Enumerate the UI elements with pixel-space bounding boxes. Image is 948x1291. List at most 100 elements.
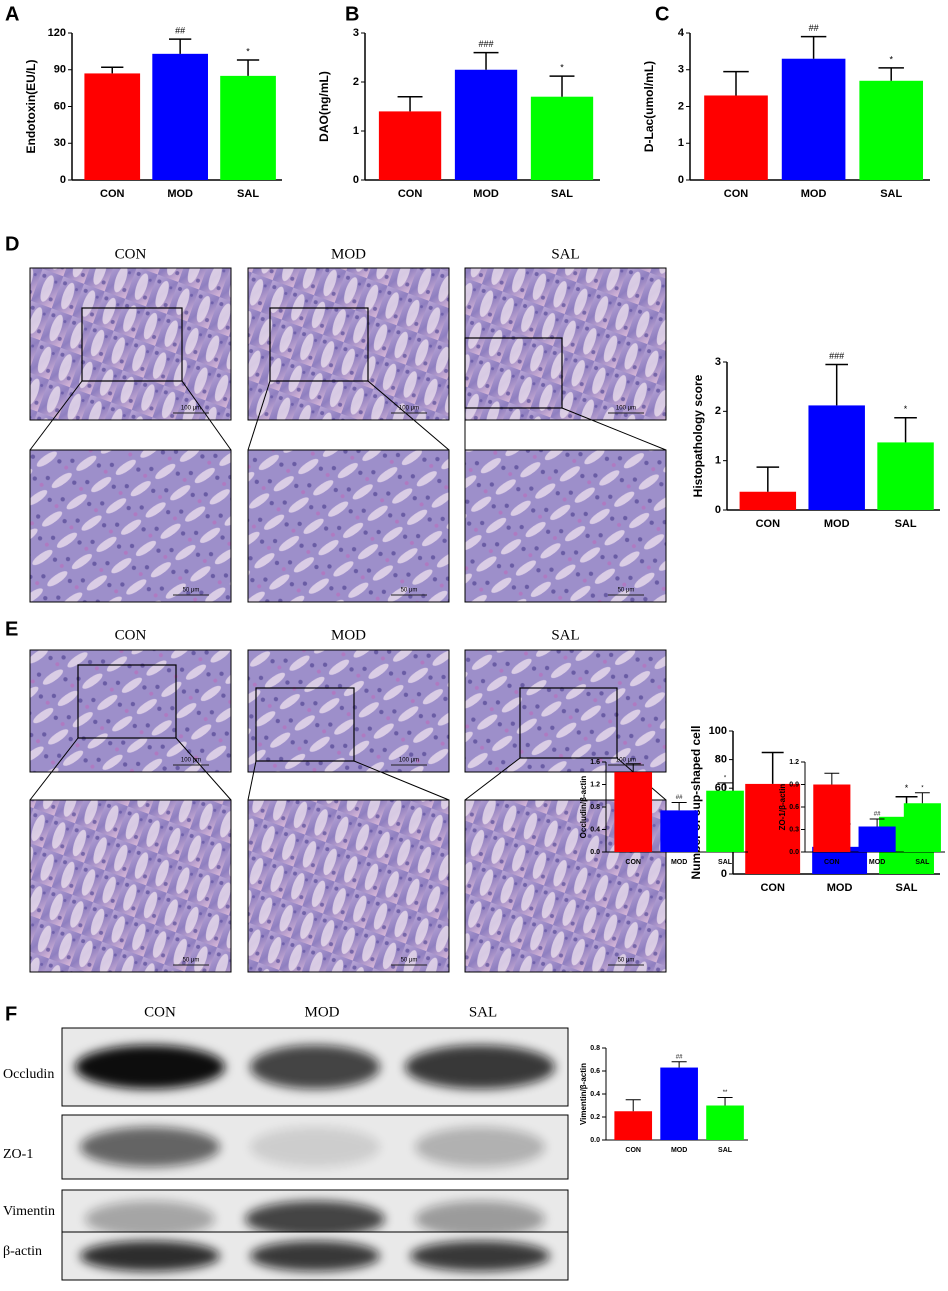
zoom-line — [247, 760, 257, 801]
y-tick-label: 80 — [715, 754, 727, 766]
scale-label: 50 μm — [618, 588, 635, 594]
blot-band — [415, 1200, 545, 1238]
bar — [739, 491, 797, 510]
x-tick-label: MOD — [671, 1147, 687, 1154]
x-tick-label: CON — [625, 1147, 641, 1154]
micrograph — [29, 649, 232, 773]
zoom-line — [561, 407, 667, 451]
y-tick-label: 90 — [54, 64, 66, 76]
scale-label: 50 μm — [183, 958, 200, 964]
x-tick-label: CON — [398, 188, 423, 200]
y-tick-label: 0 — [715, 504, 721, 516]
inset-box — [464, 337, 563, 409]
zoom-line — [247, 380, 271, 451]
y-tick-label: 0.4 — [590, 1091, 600, 1098]
significance: * — [921, 785, 924, 791]
error-bar — [824, 772, 840, 785]
y-tick-label: 1.2 — [789, 759, 799, 766]
x-tick-label: MOD — [473, 188, 499, 200]
zoom-line — [29, 737, 79, 801]
error-bar — [549, 75, 575, 97]
x-tick-label: MOD — [827, 882, 853, 894]
y-axis-label: Occludin/β-actin — [579, 776, 588, 839]
bar — [706, 1105, 744, 1140]
y-tick-label: 0.8 — [590, 804, 600, 811]
blot-band — [250, 1045, 380, 1089]
y-tick-label: 0.6 — [590, 1068, 600, 1075]
y-tick-label: 1.2 — [590, 781, 600, 788]
zoom-line — [29, 380, 83, 451]
blot-column-label: CON — [144, 1004, 176, 1020]
y-tick-label: 0.2 — [590, 1114, 600, 1121]
error-bar — [671, 802, 687, 811]
x-tick-label: SAL — [237, 188, 259, 200]
micrograph-zoom — [29, 449, 232, 603]
x-tick-label: MOD — [869, 859, 885, 866]
x-tick-label: CON — [760, 882, 785, 894]
significance: * — [560, 62, 564, 72]
blot-column-label: MOD — [304, 1004, 339, 1020]
blot-row-label: ZO-1 — [3, 1147, 33, 1162]
blot-row-label: Vimentin — [3, 1204, 55, 1219]
x-tick-label: CON — [100, 188, 125, 200]
y-tick-label: 0.9 — [789, 781, 799, 788]
micrograph — [464, 649, 667, 773]
error-bar — [800, 35, 827, 59]
error-bar — [236, 59, 260, 76]
scale-label: 50 μm — [401, 588, 418, 594]
y-tick-label: 0.6 — [789, 804, 799, 811]
scale-label: 100 μm — [399, 406, 419, 412]
error-bar — [894, 416, 917, 443]
micrograph-zoom — [29, 799, 232, 973]
x-tick-label: SAL — [551, 188, 573, 200]
x-tick-label: CON — [724, 188, 749, 200]
x-tick-label: CON — [824, 859, 840, 866]
blot-band — [415, 1127, 545, 1167]
x-tick-label: MOD — [824, 518, 850, 530]
significance: ## — [676, 1054, 683, 1060]
bar — [660, 1067, 698, 1140]
scale-label: 100 μm — [616, 406, 636, 412]
y-axis-label: Number of cup-shaped cell — [689, 725, 703, 879]
significance: ## — [676, 795, 683, 801]
error-bar — [717, 782, 733, 791]
significance: * — [904, 404, 908, 414]
y-tick-label: 60 — [54, 100, 66, 112]
scale-label: 100 μm — [181, 406, 201, 412]
zoom-line — [464, 757, 521, 801]
x-tick-label: MOD — [167, 188, 193, 200]
y-tick-label: 1.6 — [590, 759, 600, 766]
y-tick-label: 3 — [715, 356, 721, 368]
significance: * — [905, 783, 909, 793]
column-label: SAL — [551, 246, 579, 262]
y-tick-label: 0 — [678, 174, 684, 186]
error-bar — [397, 95, 423, 112]
blot-column-label: SAL — [469, 1004, 497, 1020]
scale-label: 100 μm — [399, 758, 419, 764]
y-tick-label: 1 — [353, 125, 359, 137]
micrograph — [464, 267, 667, 421]
x-tick-label: SAL — [896, 882, 918, 894]
bar — [859, 80, 924, 180]
zoom-line — [353, 760, 450, 801]
zoom-line — [175, 737, 232, 801]
y-tick-label: 0.0 — [789, 849, 799, 856]
y-tick-label: 1 — [715, 455, 721, 467]
x-tick-label: CON — [625, 859, 641, 866]
column-label: CON — [115, 627, 147, 643]
x-tick-label: SAL — [718, 1147, 733, 1154]
x-tick-label: CON — [756, 518, 781, 530]
x-tick-label: MOD — [671, 859, 687, 866]
inset-box — [77, 664, 177, 739]
scale-label: 100 μm — [181, 758, 201, 764]
y-tick-label: 3 — [353, 27, 359, 39]
x-tick-label: SAL — [915, 859, 930, 866]
bar — [454, 69, 518, 180]
error-bar — [869, 818, 885, 827]
bar — [706, 790, 744, 852]
y-tick-label: 2 — [353, 76, 359, 88]
zoom-line — [181, 380, 232, 451]
panel-label: C — [655, 3, 669, 25]
significance: ## — [809, 23, 819, 33]
blot-band — [405, 1045, 555, 1089]
